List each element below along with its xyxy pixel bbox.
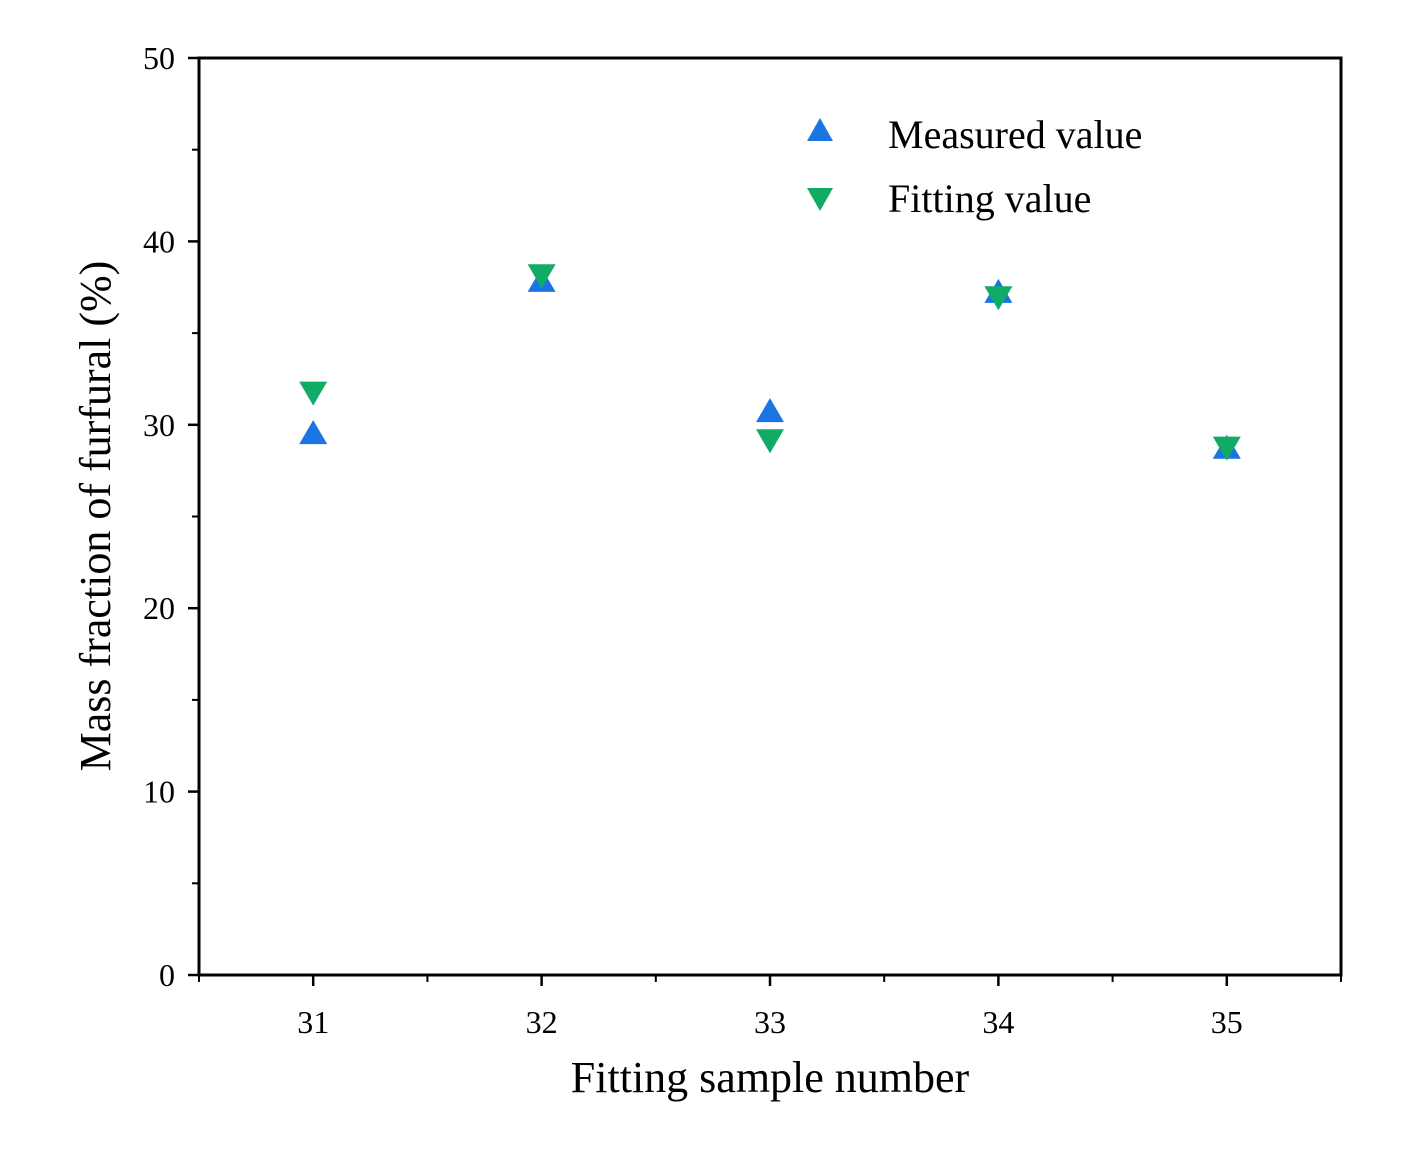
legend-label-fitting: Fitting value: [888, 176, 1091, 221]
fitting-point-35: [1212, 436, 1241, 461]
y-tick-label-40: 40: [143, 223, 175, 259]
fitting-point-32: [527, 264, 556, 289]
legend: Measured value Fitting value: [807, 112, 1142, 221]
y-tick-label-10: 10: [143, 774, 175, 810]
x-tick-label-33: 33: [754, 1004, 786, 1040]
x-tick-label-31: 31: [297, 1004, 329, 1040]
plot-area-frame: [197, 56, 1343, 977]
y-tick-label-50: 50: [143, 40, 175, 76]
x-tick-label-34: 34: [982, 1004, 1014, 1040]
measured-point-31: [299, 420, 328, 445]
x-tick-label-32: 32: [526, 1004, 558, 1040]
y-tick-label-0: 0: [159, 957, 175, 993]
fitting-point-33: [756, 429, 784, 454]
measured-point-33: [756, 398, 784, 423]
x-axis-ticks: 31 32 33 34 35: [198, 975, 1342, 1040]
data-points: [299, 264, 1241, 461]
x-axis-title: Fitting sample number: [571, 1053, 970, 1102]
y-tick-label-30: 30: [143, 407, 175, 443]
y-axis-ticks: 0 10 20 30 40 50: [143, 40, 199, 993]
y-tick-label-20: 20: [143, 590, 175, 626]
fitting-point-34: [984, 286, 1013, 311]
legend-marker-measured: [807, 118, 833, 141]
legend-label-measured: Measured value: [888, 112, 1142, 157]
x-tick-label-35: 35: [1211, 1004, 1243, 1040]
legend-marker-fitting: [807, 188, 833, 211]
fitting-point-31: [299, 381, 328, 406]
y-axis-title: Mass fraction of furfural (%): [71, 261, 120, 772]
